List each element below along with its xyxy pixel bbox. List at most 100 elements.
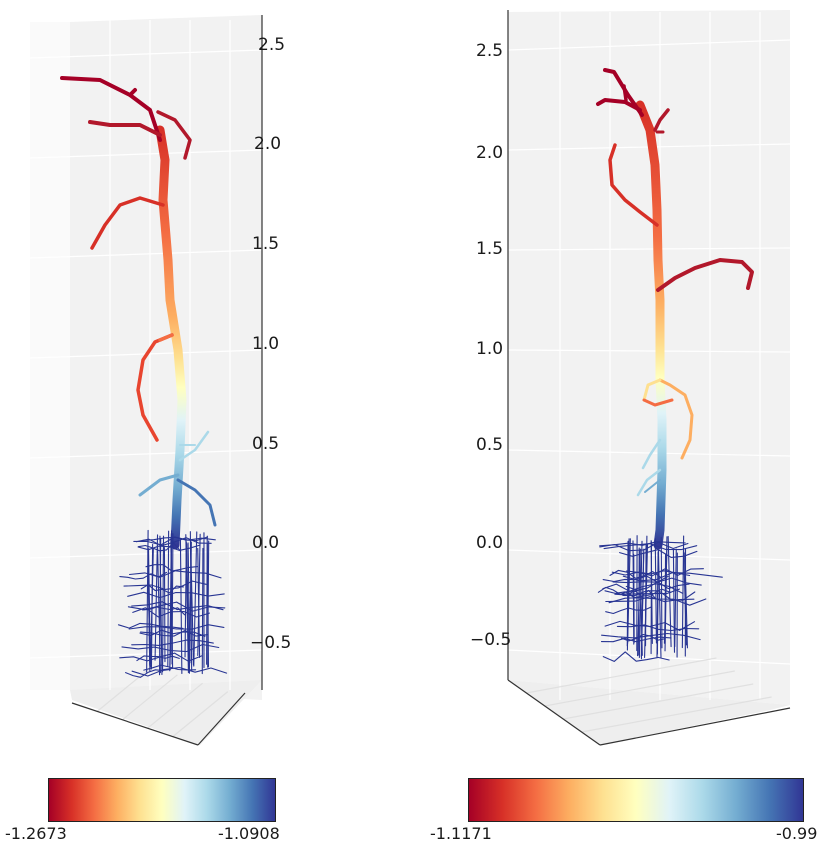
right-floor-grid-line (581, 696, 772, 733)
right-grid-line (507, 549, 791, 561)
left-colorbar-min-label: -1.2673 (5, 824, 67, 843)
right-lateral-root (642, 378, 662, 402)
left-lateral-fine-root (135, 537, 212, 547)
left-vertical-root (146, 529, 149, 673)
left-vertical-root (207, 540, 210, 668)
right-grid-line (507, 649, 791, 665)
right-floor-grid-line (563, 683, 754, 720)
left-grid-line (29, 649, 263, 659)
right-z-tick-label: −0.5 (470, 630, 511, 650)
right-lateral-root (603, 68, 644, 117)
left-lateral-root (158, 333, 174, 342)
right-lateral-fine-root (605, 606, 653, 615)
right-lateral-fine-root (609, 569, 662, 579)
left-lateral-fine-root (131, 666, 228, 677)
left-lateral-fine-root (142, 536, 209, 542)
right-colorbar-max-label: -0.99 (776, 824, 818, 843)
left-lateral-fine-root (119, 571, 168, 580)
left-lateral-root (90, 196, 165, 250)
left-lateral-root (156, 110, 192, 160)
right-main-root (635, 100, 667, 550)
right-z-tick-label: 0.5 (476, 435, 503, 455)
left-lateral-fine-root (131, 601, 224, 611)
left-colorbar (48, 778, 276, 822)
right-grid-line (507, 247, 791, 251)
right-z-tick-label: 2.5 (476, 41, 503, 61)
right-z-tick-label: 1.0 (476, 339, 503, 359)
right-x-axis-line (507, 679, 601, 746)
right-lateral-fine-root (615, 588, 672, 599)
left-y-axis-line (197, 692, 246, 746)
right-floor-grid-line (526, 657, 717, 694)
left-lateral-root (176, 478, 217, 527)
left-lateral-fine-root (117, 622, 184, 629)
left-lateral-root (136, 333, 174, 442)
left-vertical-root (169, 537, 173, 672)
right-floor-pane (508, 680, 790, 745)
right-lateral-fine-root (602, 583, 684, 595)
left-lateral-fine-root (143, 664, 197, 671)
left-lateral-fine-root (121, 643, 220, 653)
left-vertical-root (201, 547, 204, 675)
right-z-tick-label: 0.0 (476, 533, 503, 553)
left-grid-line (29, 49, 263, 59)
left-vertical-root (184, 541, 187, 658)
left-lateral-fine-root (125, 668, 171, 678)
right-vertical-root (672, 548, 676, 653)
left-lateral-fine-root (136, 655, 180, 662)
right-lateral-fine-root (619, 549, 698, 558)
left-vertical-root (193, 531, 198, 667)
right-lateral-fine-root (608, 597, 707, 606)
left-dense-root-mass (117, 529, 228, 678)
right-lateral-fine-root (616, 624, 700, 632)
left-lateral-fine-root (132, 607, 210, 618)
left-vertical-root (154, 534, 159, 661)
left-lateral-fine-root (140, 584, 184, 594)
right-lateral-fine-root (611, 570, 691, 577)
right-colorbar-min-label: -1.1171 (430, 824, 492, 843)
right-lateral-fine-root (601, 632, 701, 641)
left-lateral-root (138, 473, 180, 497)
right-lateral-fine-root (600, 636, 672, 643)
right-dense-root-mass (597, 535, 723, 662)
right-grid-line (507, 449, 791, 457)
left-lateral-fine-root (137, 544, 201, 551)
left-lateral-fine-root (128, 624, 225, 630)
right-floor-grid-line (544, 670, 735, 707)
left-z-tick-label: 0.0 (252, 533, 279, 553)
left-lateral-fine-root (123, 580, 207, 590)
right-lateral-fine-root (599, 541, 689, 552)
right-lateral-root (658, 378, 694, 460)
left-vertical-root (187, 542, 191, 664)
left-3d-axes: 2.5 2.0 1.5 1.0 0.5 0.0 −0.5 (29, 15, 291, 746)
right-lateral-fine-root (620, 633, 666, 642)
right-lateral-fine-root (602, 651, 670, 662)
right-y-axis-line (599, 707, 791, 746)
left-lateral-fine-root (131, 639, 214, 646)
right-grid-line (507, 349, 791, 353)
left-grid-line (29, 549, 263, 559)
left-back-pane (70, 15, 262, 700)
right-lateral-root (642, 398, 674, 407)
left-floor-grid-line (122, 674, 178, 721)
left-grid-line (29, 249, 263, 259)
left-z-tick-label: 1.5 (252, 234, 279, 254)
right-root-system (596, 68, 754, 662)
left-floor-grid-line (172, 691, 229, 738)
left-floor-grid-line (147, 682, 203, 729)
left-lateral-fine-root (139, 629, 206, 637)
right-lateral-root (622, 84, 628, 102)
left-x-axis-line (71, 702, 199, 746)
right-lateral-root (636, 468, 662, 497)
right-grid (507, 12, 791, 733)
left-z-tick-label: 2.0 (254, 134, 281, 154)
right-3d-axes: 2.5 2.0 1.5 1.0 0.5 0.0 −0.5 (470, 10, 791, 746)
left-lateral-root (178, 430, 210, 462)
left-z-tick-label: −0.5 (250, 633, 291, 653)
left-root-system (60, 76, 228, 678)
right-lateral-root (596, 98, 642, 112)
right-z-tick-label: 1.5 (476, 239, 503, 259)
left-vertical-root (147, 548, 151, 666)
left-z-tick-label: 2.5 (258, 35, 285, 55)
